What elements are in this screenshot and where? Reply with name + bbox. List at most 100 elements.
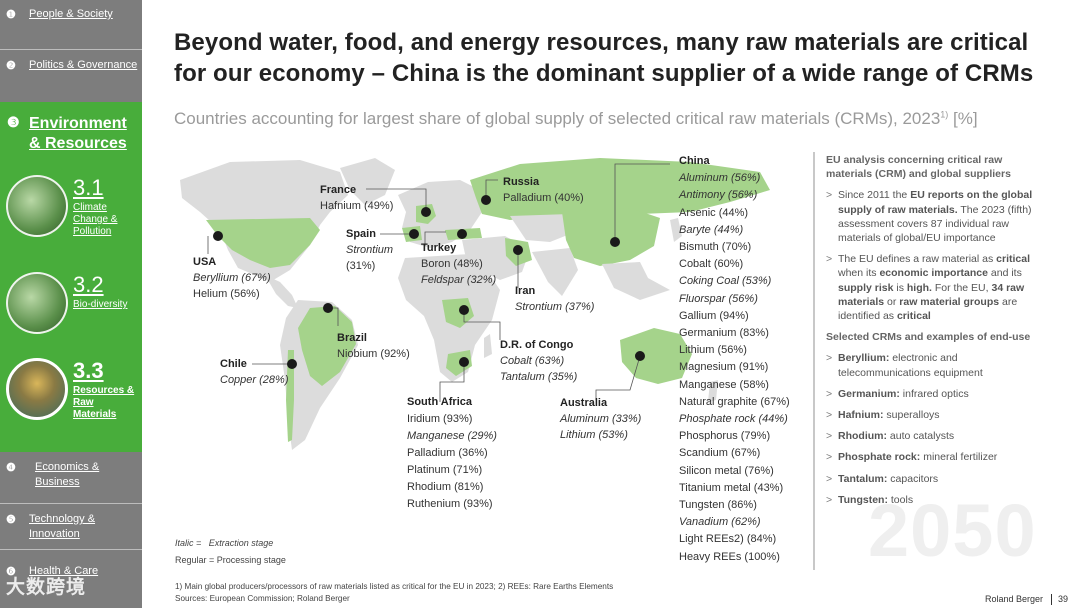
footnote: 1) Main global producers/processors of r…	[175, 581, 613, 604]
connector-lines	[207, 163, 670, 402]
country-name: Chile	[220, 358, 247, 370]
title-line-2: for our economy – China is the dominant …	[174, 60, 1034, 87]
marker-brazil	[323, 303, 333, 313]
material-item: Palladium (36%)	[407, 447, 488, 459]
china-material-item: Phosphate rock (44%)	[679, 413, 788, 426]
text-run: economic importance	[879, 267, 988, 280]
nav-label: Economics & Business	[35, 461, 100, 488]
crm-name: Tantalum:	[838, 472, 888, 485]
material-item: Beryllium (67%)	[193, 272, 271, 284]
country-name: Russia	[503, 176, 540, 188]
marker-china	[610, 237, 620, 247]
subnav-climate-change[interactable]: 3.1 Climate Change & Pollution	[6, 175, 142, 241]
subnav-number: 3.1	[73, 175, 104, 200]
china-material-item: Manganese (58%)	[679, 378, 769, 391]
material-item: Tantalum (35%)	[500, 371, 578, 383]
divider	[0, 49, 142, 50]
china-material-item: Fluorspar (56%)	[679, 292, 758, 305]
china-material-item: Gallium (94%)	[679, 309, 749, 322]
landmass-madagascar	[484, 334, 492, 358]
end-use-item: Beryllium: electronic and telecommunicat…	[826, 351, 1046, 379]
nav-item-technology-innovation[interactable]: ❺ Technology & Innovation	[0, 505, 142, 549]
material-item: Manganese (29%)	[407, 430, 497, 442]
text-run: when its	[838, 267, 880, 280]
marker-france	[421, 207, 431, 217]
china-material-item: Scandium (67%)	[679, 447, 761, 460]
china-material-item: Lithium (56%)	[679, 344, 747, 357]
subnav-number: 3.2	[73, 272, 104, 297]
nav-label: Politics & Governance	[29, 59, 138, 71]
china-material-item: Coking Coal (53%)	[679, 275, 772, 288]
landmass-greenland	[340, 158, 395, 205]
landmass-central-asia	[510, 214, 580, 242]
nav-item-people-society[interactable]: ❶ People & Society	[0, 0, 142, 50]
highlight-south-africa	[446, 350, 472, 376]
label-france: France Hafnium (49%)	[320, 182, 393, 214]
material-item: Cobalt (63%)	[500, 355, 565, 367]
title-line-1: Beyond water, food, and energy resources…	[174, 29, 1029, 56]
text-run: 34 raw materials	[838, 281, 1025, 308]
china-material-item: Cobalt (60%)	[679, 258, 744, 271]
legend-value: Extraction stage	[208, 538, 274, 548]
nav-item-environment-resources[interactable]: ❸ Environment & Resources 3.1 Climate Ch…	[0, 102, 142, 452]
landmass-new-zealand	[708, 380, 718, 402]
label-iran: Iran Strontium (37%)	[515, 283, 594, 315]
crm-name: Beryllium:	[838, 352, 890, 365]
nav-item-politics-governance[interactable]: ❷ Politics & Governance	[0, 51, 142, 101]
highlight-chile	[286, 350, 294, 442]
connector-russia	[485, 179, 498, 198]
sources-text: Sources: European Commission; Roland Ber…	[175, 593, 350, 603]
highlight-australia	[620, 328, 692, 384]
nav-number: ❸	[7, 114, 20, 130]
subtitle-footnote-ref: 1)	[940, 109, 949, 120]
country-name: South Africa	[407, 396, 472, 408]
panel-divider	[813, 152, 815, 570]
world-map	[180, 158, 770, 450]
page-title: Beyond water, food, and energy resources…	[174, 27, 1054, 89]
country-name: Spain	[346, 228, 376, 240]
end-use-item: Rhodium: auto catalysts	[826, 429, 1046, 443]
subnav-biodiversity[interactable]: 3.2 Bio-diversity	[6, 272, 142, 338]
material-item: Iridium (93%)	[407, 413, 473, 425]
nav-number: ❶	[6, 9, 16, 21]
legend-key: Regular =	[175, 555, 215, 565]
panel-heading-eu-analysis: EU analysis concerning critical raw mate…	[826, 154, 1011, 181]
nav-item-economics-business[interactable]: ❹ Economics & Business	[0, 453, 142, 503]
label-china: China Aluminum (56%) Antimony (56%) Arseni…	[679, 153, 790, 566]
connector-france	[366, 188, 427, 212]
connector-china	[614, 163, 670, 242]
crm-use: mineral fertilizer	[920, 451, 998, 464]
end-use-item: Tantalum: capacitors	[826, 472, 1046, 486]
highlight-brazil	[298, 306, 356, 386]
landmass-japan	[670, 218, 682, 242]
nav-item-health-care[interactable]: ❻ Health & Care	[0, 557, 142, 597]
nav-number: ❹	[6, 462, 16, 474]
panel-heading-end-use: Selected CRMs and examples of end-use	[826, 331, 1031, 344]
info-panel: EU analysis concerning critical raw mate…	[826, 153, 1046, 514]
crm-name: Phosphate rock:	[838, 451, 921, 464]
end-use-item: Hafnium: superalloys	[826, 408, 1046, 422]
marker-australia	[635, 351, 645, 361]
divider	[0, 503, 142, 504]
crm-use: auto catalysts	[887, 430, 955, 443]
label-usa: USA Beryllium (67%) Helium (56%)	[193, 254, 271, 302]
label-turkey: Turkey Boron (48%) Feldspar (32%)	[421, 240, 496, 288]
watermark-text: 大数跨境	[6, 577, 87, 598]
crm-use: tools	[887, 493, 914, 506]
crm-name: Tungsten:	[838, 493, 888, 506]
country-markers	[213, 195, 645, 369]
marker-spain	[409, 229, 419, 239]
subnav-label: Climate Change & Pollution	[73, 202, 118, 237]
legend-key: Italic =	[175, 538, 202, 548]
subnav-resources-raw-materials[interactable]: 3.3 Resources & Raw Materials	[6, 358, 142, 424]
marker-chile	[287, 359, 297, 369]
material-item: Strontium	[346, 244, 394, 256]
text-run: For the EU,	[931, 281, 992, 294]
page-number: 39	[1058, 594, 1069, 604]
connector-south-africa	[439, 362, 465, 402]
china-material-item: Germanium (83%)	[679, 327, 769, 340]
china-material-item: Aluminum (56%)	[679, 172, 761, 185]
china-material-item: Light REEs2) (84%)	[679, 533, 777, 546]
label-australia: Australia Aluminum (33%) Lithium (53%)	[560, 395, 641, 443]
nav-label: Technology & Innovation	[29, 513, 96, 540]
